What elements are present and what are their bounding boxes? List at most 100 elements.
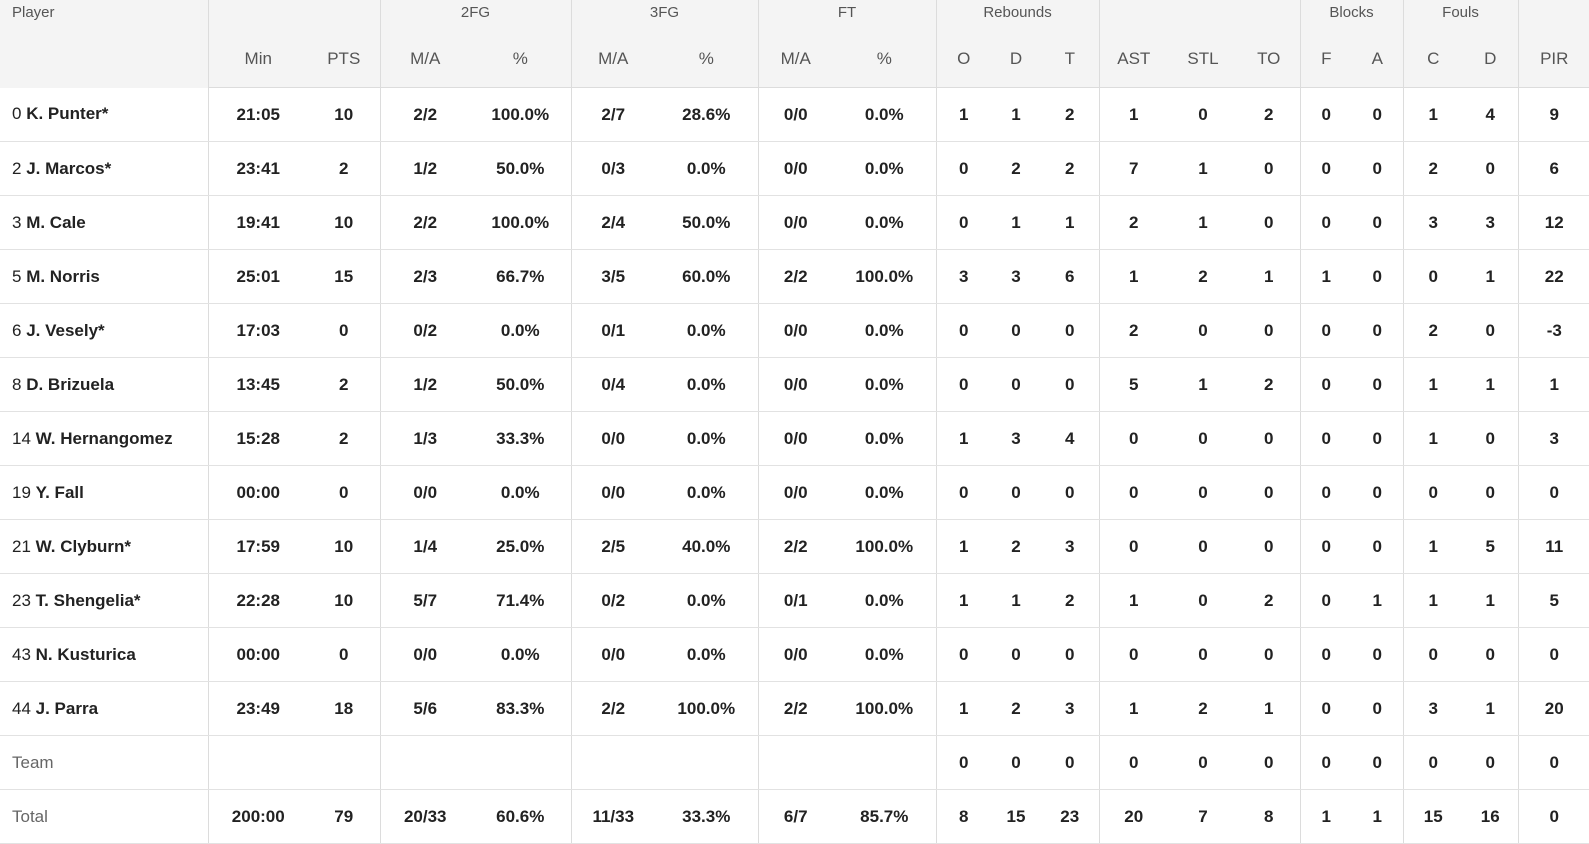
header-blk-f[interactable]: F bbox=[1299, 31, 1353, 88]
player-cell[interactable]: 8 D. Brizuela bbox=[0, 357, 208, 412]
player-name-link[interactable]: J. Parra bbox=[35, 698, 99, 718]
player-cell[interactable]: 14 W. Hernangomez bbox=[0, 411, 208, 466]
header-3fg-ma[interactable]: M/A bbox=[570, 31, 655, 88]
cell-blk-f: 0 bbox=[1299, 573, 1353, 628]
cell-foul-c: 0 bbox=[1402, 627, 1464, 682]
cell-ft-ma: 0/0 bbox=[757, 87, 833, 142]
cell-foul-c: 3 bbox=[1402, 681, 1464, 736]
header-2fg-ma[interactable]: M/A bbox=[379, 31, 470, 88]
header-reb-o[interactable]: O bbox=[935, 31, 992, 88]
cell-foul-c: 15 bbox=[1402, 789, 1464, 844]
table-row[interactable]: 2 J. Marcos* 23:41 2 1/2 50.0% 0/3 0.0% 0/0 0.0%… bbox=[0, 141, 1589, 196]
player-cell[interactable]: 44 J. Parra bbox=[0, 681, 208, 736]
header-to[interactable]: TO bbox=[1238, 31, 1301, 88]
cell-pir: -3 bbox=[1517, 303, 1589, 358]
header-reb-t[interactable]: T bbox=[1041, 31, 1100, 88]
player-cell[interactable]: 19 Y. Fall bbox=[0, 465, 208, 520]
cell-blk-a: 0 bbox=[1352, 681, 1404, 736]
player-name-link[interactable]: N. Kusturica bbox=[35, 644, 136, 664]
player-cell[interactable]: 23 T. Shengelia* bbox=[0, 573, 208, 628]
player-cell[interactable]: 5 M. Norris bbox=[0, 249, 208, 304]
cell-to: 0 bbox=[1238, 465, 1301, 520]
player-name-link[interactable]: M. Cale bbox=[26, 212, 86, 232]
cell-blk-a: 1 bbox=[1352, 789, 1404, 844]
cell-pts bbox=[308, 735, 380, 790]
player-name-link[interactable]: W. Hernangomez bbox=[35, 428, 173, 448]
table-row[interactable]: 21 W. Clyburn* 17:59 10 1/4 25.0% 2/5 40.0% 2/2… bbox=[0, 519, 1589, 574]
header-foul-d[interactable]: D bbox=[1463, 31, 1519, 88]
cell-min: 00:00 bbox=[207, 627, 308, 682]
cell-stl: 2 bbox=[1168, 681, 1239, 736]
cell-ast: 0 bbox=[1098, 519, 1169, 574]
cell-blk-f: 0 bbox=[1299, 357, 1353, 412]
player-number: 23 bbox=[12, 590, 31, 610]
cell-blk-a: 0 bbox=[1352, 141, 1404, 196]
table-row[interactable]: 43 N. Kusturica 00:00 0 0/0 0.0% 0/0 0.0% 0/0 0.… bbox=[0, 627, 1589, 682]
player-cell[interactable]: 43 N. Kusturica bbox=[0, 627, 208, 682]
player-name-link[interactable]: J. Marcos* bbox=[26, 158, 112, 178]
cell-pir: 11 bbox=[1517, 519, 1589, 574]
player-name-link[interactable]: W. Clyburn* bbox=[35, 536, 132, 556]
table-row[interactable]: 23 T. Shengelia* 22:28 10 5/7 71.4% 0/2 0.0% 0/… bbox=[0, 573, 1589, 628]
cell-foul-d: 1 bbox=[1463, 357, 1519, 412]
header-pir[interactable]: PIR bbox=[1517, 31, 1589, 88]
cell-fg3-pct: 33.3% bbox=[655, 789, 758, 844]
player-cell[interactable]: 0 K. Punter* bbox=[0, 87, 208, 142]
header-group-rebounds: Rebounds bbox=[935, 0, 1100, 31]
cell-pir: 6 bbox=[1517, 141, 1589, 196]
cell-pir: 0 bbox=[1517, 735, 1589, 790]
cell-reb-o: 3 bbox=[935, 249, 992, 304]
table-row[interactable]: 44 J. Parra 23:49 18 5/6 83.3% 2/2 100.0% 2/2 10… bbox=[0, 681, 1589, 736]
player-name-link[interactable]: J. Vesely* bbox=[26, 320, 105, 340]
header-group-ft: FT bbox=[757, 0, 937, 31]
header-pts[interactable]: PTS bbox=[308, 31, 380, 88]
cell-fg2-ma: 5/6 bbox=[379, 681, 470, 736]
cell-foul-d: 1 bbox=[1463, 249, 1519, 304]
header-2fg-pct[interactable]: % bbox=[470, 31, 571, 88]
header-foul-c[interactable]: C bbox=[1402, 31, 1464, 88]
cell-pts: 18 bbox=[308, 681, 380, 736]
cell-to: 0 bbox=[1238, 627, 1301, 682]
player-cell[interactable]: 3 M. Cale bbox=[0, 195, 208, 250]
cell-reb-d: 0 bbox=[991, 627, 1042, 682]
player-name-link[interactable]: D. Brizuela bbox=[26, 374, 115, 394]
player-cell[interactable]: 6 J. Vesely* bbox=[0, 303, 208, 358]
cell-fg2-pct: 0.0% bbox=[470, 627, 571, 682]
player-name-link[interactable]: M. Norris bbox=[26, 266, 100, 286]
cell-to: 0 bbox=[1238, 141, 1301, 196]
header-ft-ma[interactable]: M/A bbox=[757, 31, 833, 88]
player-name-link[interactable]: T. Shengelia* bbox=[35, 590, 141, 610]
table-row[interactable]: 14 W. Hernangomez 15:28 2 1/3 33.3% 0/0 0.0% 0/… bbox=[0, 411, 1589, 466]
cell-reb-o: 8 bbox=[935, 789, 992, 844]
header-min[interactable]: Min bbox=[207, 31, 308, 88]
table-row[interactable]: 0 K. Punter* 21:05 10 2/2 100.0% 2/7 28.6% 0/0 0… bbox=[0, 87, 1589, 142]
table-row[interactable]: 5 M. Norris 25:01 15 2/3 66.7% 3/5 60.0% 2/2 100… bbox=[0, 249, 1589, 304]
player-cell[interactable]: 21 W. Clyburn* bbox=[0, 519, 208, 574]
player-name-link[interactable]: K. Punter* bbox=[26, 104, 109, 124]
player-cell[interactable]: 2 J. Marcos* bbox=[0, 141, 208, 196]
header-player[interactable]: Player bbox=[0, 0, 208, 88]
cell-foul-d: 0 bbox=[1463, 303, 1519, 358]
cell-ast: 20 bbox=[1098, 789, 1169, 844]
header-reb-d[interactable]: D bbox=[991, 31, 1042, 88]
cell-reb-d: 3 bbox=[991, 411, 1042, 466]
header-ft-pct[interactable]: % bbox=[833, 31, 937, 88]
team-row: Team 0 0 0 0 0 0 0 0 0 0 0 bbox=[0, 735, 1589, 790]
cell-stl: 0 bbox=[1168, 519, 1239, 574]
cell-fg2-pct: 50.0% bbox=[470, 141, 571, 196]
header-ast[interactable]: AST bbox=[1098, 31, 1169, 88]
cell-ast: 1 bbox=[1098, 87, 1169, 142]
header-3fg-pct[interactable]: % bbox=[655, 31, 758, 88]
header-stl[interactable]: STL bbox=[1168, 31, 1239, 88]
table-row[interactable]: 8 D. Brizuela 13:45 2 1/2 50.0% 0/4 0.0% 0/0 0.0… bbox=[0, 357, 1589, 412]
player-name-link[interactable]: Y. Fall bbox=[35, 482, 84, 502]
cell-reb-d: 3 bbox=[991, 249, 1042, 304]
cell-reb-d: 0 bbox=[991, 735, 1042, 790]
cell-pir: 22 bbox=[1517, 249, 1589, 304]
table-row[interactable]: 19 Y. Fall 00:00 0 0/0 0.0% 0/0 0.0% 0/0 0.0% 0 0 0… bbox=[0, 465, 1589, 520]
header-blk-a[interactable]: A bbox=[1352, 31, 1404, 88]
table-row[interactable]: 6 J. Vesely* 17:03 0 0/2 0.0% 0/1 0.0% 0/0 0.0% 0… bbox=[0, 303, 1589, 358]
cell-ast: 1 bbox=[1098, 573, 1169, 628]
cell-ft-pct: 0.0% bbox=[833, 141, 937, 196]
table-row[interactable]: 3 M. Cale 19:41 10 2/2 100.0% 2/4 50.0% 0/0 0.0%… bbox=[0, 195, 1589, 250]
